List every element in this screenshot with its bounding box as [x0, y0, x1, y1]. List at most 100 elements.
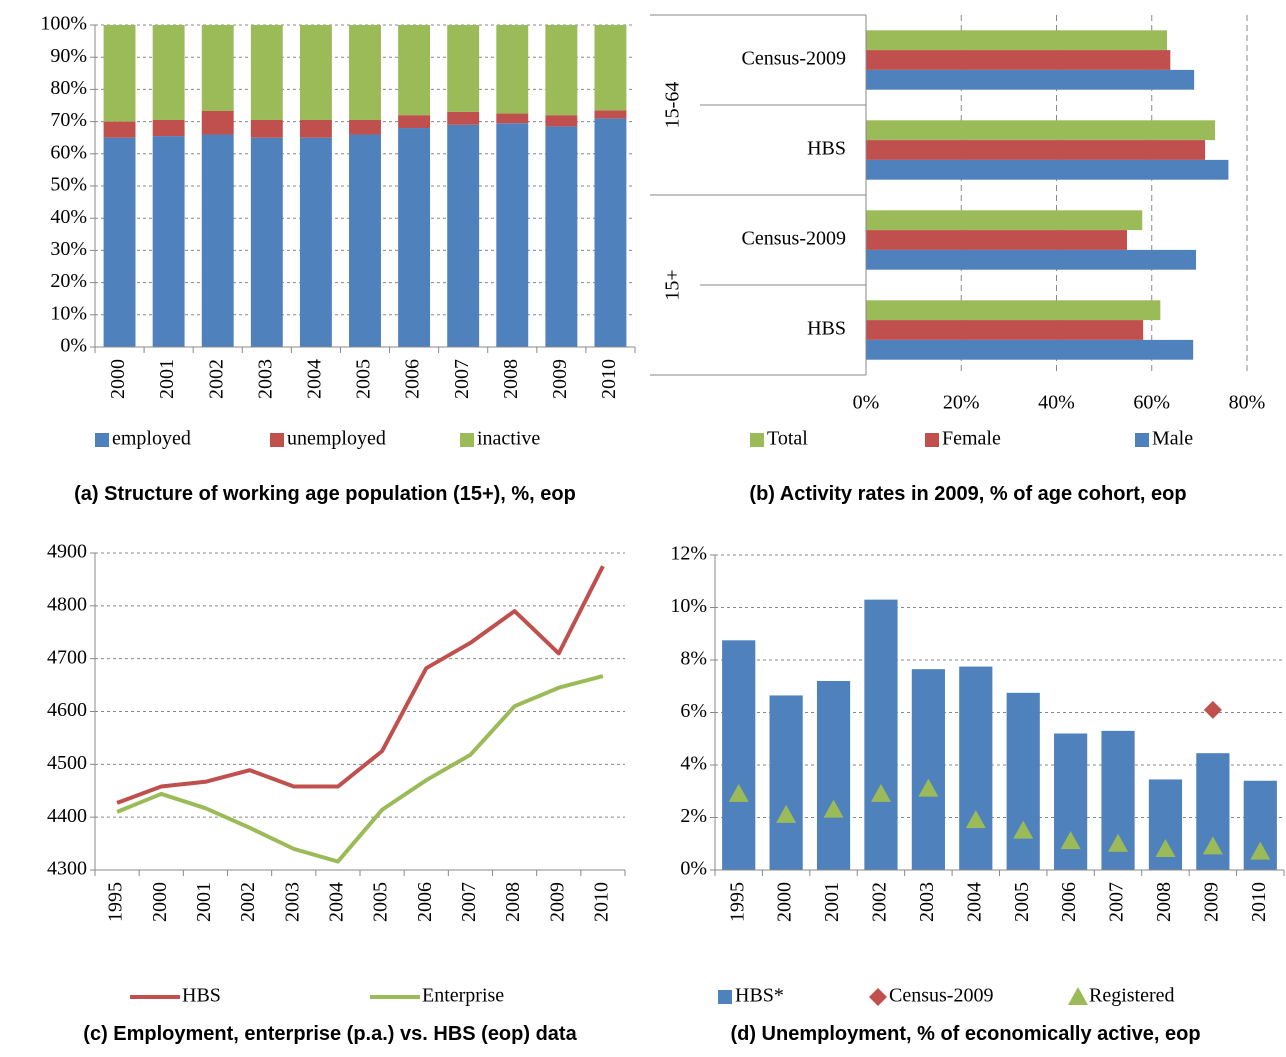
x-tick-label: 40% — [1038, 392, 1075, 414]
bar — [816, 681, 851, 870]
bar — [299, 137, 332, 347]
x-tick-label: 2002 — [205, 359, 227, 399]
caption: (b) Activity rates in 2009, % of age coh… — [749, 483, 1187, 505]
marker — [1108, 833, 1129, 852]
x-tick-label: 2006 — [402, 359, 424, 399]
category-label: HBS — [807, 318, 846, 340]
bar — [447, 124, 480, 347]
marker — [1013, 820, 1034, 839]
x-tick-label: 1995 — [105, 882, 127, 922]
category-label: HBS — [807, 138, 846, 160]
bar — [866, 320, 1144, 340]
x-tick-label: 1995 — [726, 882, 748, 922]
bar — [866, 210, 1143, 231]
bar — [103, 25, 136, 122]
marker — [1250, 841, 1271, 860]
legend-label: HBS — [182, 985, 221, 1007]
marker — [1060, 831, 1081, 850]
legend-label: Male — [1152, 428, 1193, 450]
y-tick-label: 60% — [50, 141, 87, 163]
x-tick-label: 80% — [1229, 392, 1266, 414]
legend-swatch — [1135, 433, 1149, 447]
x-tick-label: 2004 — [304, 359, 326, 399]
marker — [728, 783, 749, 802]
bar — [152, 25, 185, 120]
y-tick-label: 10% — [50, 302, 87, 324]
x-tick-label: 2007 — [1106, 882, 1128, 922]
y-tick-label: 0% — [680, 858, 707, 880]
legend-swatch — [718, 990, 732, 1004]
x-tick-label: 2009 — [546, 882, 568, 922]
bar — [349, 134, 381, 347]
y-tick-label: 100% — [40, 13, 87, 35]
legend-label: Enterprise — [422, 985, 504, 1007]
bar — [447, 111, 480, 125]
line — [116, 674, 604, 864]
marker — [823, 799, 844, 818]
caption: (c) Employment, enterprise (p.a.) vs. HB… — [83, 1023, 577, 1045]
x-tick-label: 2009 — [1200, 882, 1222, 922]
bar — [103, 137, 136, 347]
y-tick-label: 4400 — [47, 805, 87, 827]
x-tick-label: 2001 — [821, 882, 843, 922]
y-tick-label: 4700 — [47, 646, 87, 668]
bar — [299, 25, 332, 120]
y-tick-label: 6% — [680, 700, 707, 722]
legend-label: employed — [112, 428, 191, 450]
x-tick-label: 2010 — [598, 359, 620, 399]
marker — [1203, 700, 1222, 719]
bar — [594, 25, 627, 111]
x-tick-label: 2001 — [193, 882, 215, 922]
legend-swatch — [270, 433, 284, 447]
bar — [250, 137, 283, 347]
marker — [1202, 836, 1223, 855]
y-tick-label: 90% — [50, 45, 87, 67]
bar — [866, 50, 1171, 70]
bar — [496, 25, 529, 114]
y-tick-label: 10% — [670, 595, 707, 617]
bar — [398, 128, 431, 347]
y-tick-label: 70% — [50, 109, 87, 131]
category-label: Census-2009 — [742, 48, 846, 70]
bar — [398, 25, 431, 116]
caption: (d) Unemployment, % of economically acti… — [730, 1023, 1201, 1045]
bar — [152, 136, 185, 347]
legend-swatch — [460, 433, 474, 447]
bar — [103, 121, 136, 138]
bar — [545, 115, 578, 127]
bar — [866, 230, 1127, 250]
bar — [496, 113, 529, 124]
category-label: Census-2009 — [742, 228, 846, 250]
bar — [866, 69, 1195, 90]
bar — [594, 110, 627, 119]
legend-swatch — [750, 433, 764, 447]
bar — [496, 123, 529, 348]
bar — [1054, 733, 1088, 870]
x-tick-label: 2005 — [353, 359, 375, 399]
x-tick-label: 2003 — [281, 882, 303, 922]
bar — [594, 118, 627, 347]
bar — [201, 25, 234, 111]
y-tick-label: 4% — [680, 753, 707, 775]
bar — [769, 695, 803, 870]
bar — [866, 300, 1161, 321]
marker — [870, 783, 891, 802]
marker — [1155, 839, 1176, 857]
x-tick-label: 2007 — [458, 882, 480, 922]
y-tick-label: 50% — [50, 174, 87, 196]
x-tick-label: 2002 — [237, 882, 259, 922]
y-tick-label: 20% — [50, 270, 87, 292]
bar — [398, 115, 431, 129]
x-tick-label: 2000 — [107, 359, 129, 399]
x-tick-label: 2006 — [414, 882, 436, 922]
x-tick-label: 60% — [1133, 392, 1170, 414]
legend-label: Census-2009 — [889, 985, 993, 1007]
y-tick-label: 4900 — [47, 541, 87, 563]
caption: (a) Structure of working age population … — [74, 483, 576, 505]
x-tick-label: 2005 — [1011, 882, 1033, 922]
legend-label: unemployed — [287, 428, 386, 450]
bar — [959, 666, 993, 870]
bar — [349, 119, 381, 135]
legend-label: HBS* — [735, 985, 784, 1007]
